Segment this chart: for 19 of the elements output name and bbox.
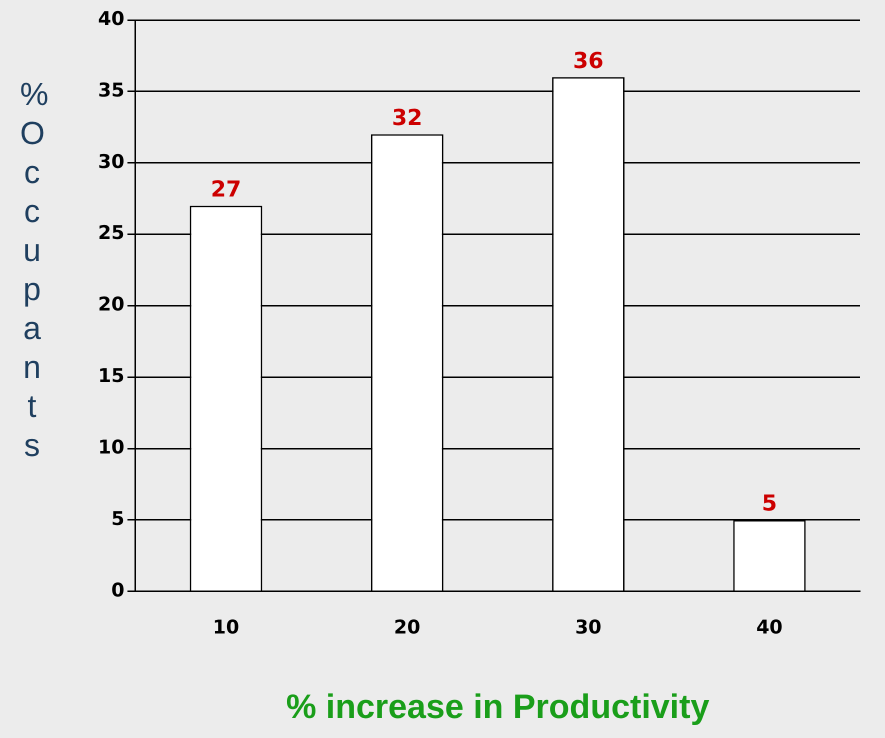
x-tick-label: 10: [212, 616, 240, 639]
y-tick-label: 0: [111, 579, 124, 602]
data-label: 36: [572, 48, 604, 74]
y-tick-label: 20: [98, 294, 124, 316]
x-tick-label: 20: [394, 616, 420, 639]
data-label: 5: [762, 492, 778, 517]
x-tick-label: 40: [756, 616, 783, 639]
y-tick-label: 5: [111, 508, 124, 530]
y-tick-label: 25: [98, 222, 124, 244]
y-tick-label: 10: [98, 436, 124, 458]
data-label: 27: [210, 177, 242, 202]
text: %Occupants: [20, 76, 48, 463]
x-axis-title: % increase in Productivity: [286, 688, 710, 726]
y-tick-label: 40: [98, 8, 124, 30]
x-tick-label: 30: [575, 616, 602, 639]
y-tick-label: 15: [98, 365, 124, 388]
y-tick-label: 35: [98, 79, 124, 102]
y-tick-label: 30: [98, 150, 124, 173]
data-label: 32: [392, 106, 422, 131]
